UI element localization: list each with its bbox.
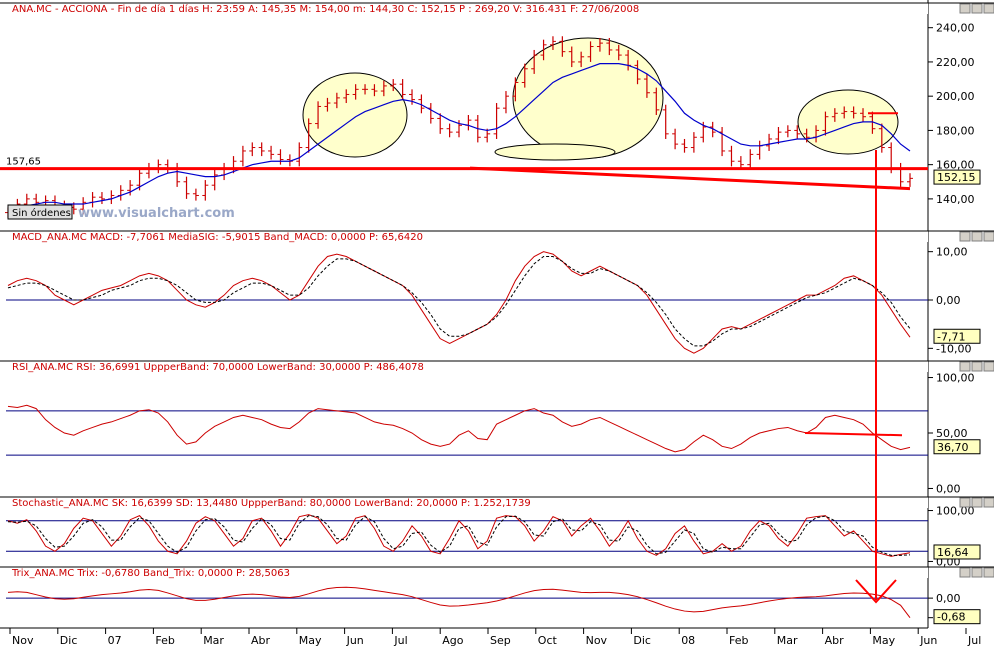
annotation-ellipse <box>797 89 899 155</box>
panel-control-button[interactable] <box>983 497 994 508</box>
y-tick-label: 100,00 <box>936 372 975 385</box>
last-value-box <box>933 439 981 455</box>
projection-arrow-head <box>855 579 897 604</box>
panel-control-button[interactable] <box>983 361 994 372</box>
y-tick-label: 0,00 <box>936 294 961 307</box>
x-tick-label: Mar <box>203 634 224 647</box>
y-tick-label: 160,00 <box>936 159 975 172</box>
x-tick-label: May <box>872 634 895 647</box>
panel-control-button[interactable] <box>971 361 983 372</box>
rsi-trend-marker <box>804 432 903 437</box>
x-tick-label: Nov <box>12 634 34 647</box>
last-value-box <box>933 609 981 625</box>
x-tick-label: 08 <box>681 634 695 647</box>
y-tick-label: 140,00 <box>936 193 975 206</box>
panel-stochastic: Stochastic_ANA.MC SK: 16,6399 SD: 13,448… <box>0 496 994 568</box>
panel-header-trix: Trix_ANA.MC Trix: -0,6780 Band_Trix: 0,0… <box>11 568 290 579</box>
panel-control-button[interactable] <box>971 231 983 242</box>
x-tick-label: Jul <box>393 634 407 647</box>
x-tick-label: Feb <box>729 634 748 647</box>
series-line-macd-0 <box>7 251 911 354</box>
y-tick-label: 180,00 <box>936 124 975 137</box>
badge-text: Sin órdenes <box>12 207 71 219</box>
moving-average-line <box>7 63 911 210</box>
last-value-box <box>933 328 981 344</box>
y-tick-label: 220,00 <box>936 56 975 69</box>
annotation-ellipse <box>494 143 616 161</box>
last-value-label: -0,68 <box>937 611 965 624</box>
panel-header-rsi: RSI_ANA.MC RSI: 36,6991 UppperBand: 70,0… <box>12 362 424 373</box>
panel-trix: Trix_ANA.MC Trix: -0,6780 Band_Trix: 0,0… <box>0 566 994 625</box>
x-tick-label: Nov <box>586 634 608 647</box>
y-tick-label: 240,00 <box>936 22 975 35</box>
x-tick-label: Jun <box>919 634 937 647</box>
panel-header-macd: MACD_ANA.MC MACD: -7,7061 MediaSIG: -5,9… <box>12 232 423 243</box>
panel-header-stochastic: Stochastic_ANA.MC SK: 16,6399 SD: 13,448… <box>12 498 531 509</box>
panel-control-button[interactable] <box>959 361 971 372</box>
y-tick-label: -10,00 <box>936 342 971 355</box>
panel-control-button[interactable] <box>983 3 994 14</box>
series-line-stochastic-0 <box>7 514 911 557</box>
panel-control-button[interactable] <box>971 567 983 578</box>
y-tick-label: 50,00 <box>936 427 968 440</box>
x-tick-label: Mar <box>777 634 798 647</box>
x-tick-label: Abr <box>251 634 271 647</box>
x-tick-label: Dic <box>633 634 651 647</box>
panel-header-price: ANA.MC - ACCIONA - Fin de día 1 días H: … <box>12 3 639 15</box>
panel-control-button[interactable] <box>971 497 983 508</box>
x-tick-label: May <box>299 634 322 647</box>
panel-control-button[interactable] <box>983 567 994 578</box>
x-tick-label: Jul <box>967 634 981 647</box>
panel-control-button[interactable] <box>971 3 983 14</box>
y-tick-label: 100,00 <box>936 505 975 518</box>
watermark: www.visualchart.com <box>78 206 235 221</box>
last-value-label: -7,71 <box>937 330 965 343</box>
y-tick-label: 0,00 <box>936 592 961 605</box>
x-tick-label: Dic <box>60 634 78 647</box>
x-tick-label: Abr <box>825 634 845 647</box>
panel-control-button[interactable] <box>959 497 971 508</box>
trend-line <box>469 166 911 191</box>
x-tick-label: Oct <box>538 634 558 647</box>
level-label: 157,65 <box>6 157 41 168</box>
x-tick-label: Sep <box>490 634 511 647</box>
x-tick-label: Jun <box>346 634 364 647</box>
panel-macd: MACD_ANA.MC MACD: -7,7061 MediaSIG: -5,9… <box>0 230 994 355</box>
y-tick-label: 10,00 <box>936 246 968 259</box>
panel-rsi: RSI_ANA.MC RSI: 36,6991 UppperBand: 70,0… <box>0 360 994 495</box>
panel-control-button[interactable] <box>959 3 971 14</box>
last-value-label: 36,70 <box>937 441 969 454</box>
panel-control-button[interactable] <box>983 231 994 242</box>
badge-box <box>7 204 73 220</box>
panel-control-button[interactable] <box>959 231 971 242</box>
x-tick-label: Ago <box>442 634 464 647</box>
x-tick-label: Feb <box>155 634 174 647</box>
panel-control-button[interactable] <box>959 567 971 578</box>
last-value-label: 16,64 <box>937 546 969 559</box>
series-line-macd-1 <box>7 256 911 347</box>
series-line-rsi-0 <box>7 404 911 453</box>
panel-price: ANA.MC - ACCIONA - Fin de día 1 días H: … <box>0 2 994 221</box>
last-value-label: 152,15 <box>937 171 976 184</box>
series-line-trix-0 <box>7 586 911 618</box>
y-tick-label: 200,00 <box>936 90 975 103</box>
last-value-box <box>933 169 981 185</box>
last-value-box <box>933 544 981 560</box>
x-tick-label: 07 <box>108 634 122 647</box>
y-tick-label: 0,00 <box>936 482 961 495</box>
